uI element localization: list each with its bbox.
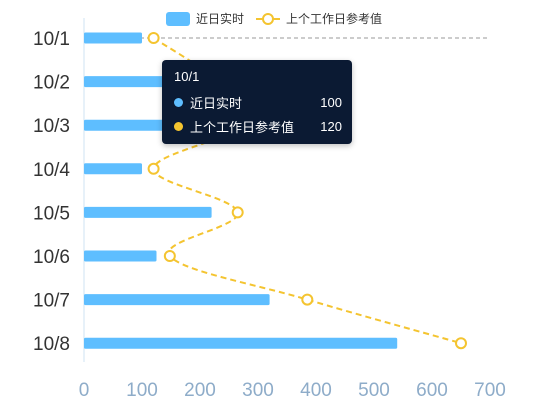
tooltip-value-realtime: 100	[320, 95, 342, 110]
y-tick-label: 10/5	[33, 203, 70, 224]
legend-item-reference[interactable]: 上个工作日参考值	[256, 10, 382, 27]
x-tick-label: 300	[242, 380, 274, 401]
reference-point	[147, 162, 160, 175]
x-tick-label: 600	[416, 380, 448, 401]
bar-realtime	[84, 250, 157, 262]
legend-label-realtime: 近日实时	[196, 12, 245, 26]
chart-tooltip: 10/1 近日实时 100 上个工作日参考值 120	[162, 60, 352, 144]
x-tick-label: 100	[126, 380, 158, 401]
reference-point	[301, 293, 314, 306]
legend-item-realtime[interactable]: 近日实时	[166, 10, 244, 27]
reference-point	[163, 250, 176, 262]
x-tick-label: 400	[300, 380, 332, 401]
chart-legend: 近日实时 上个工作日参考值	[166, 10, 394, 27]
tooltip-row-reference: 上个工作日参考值 120	[174, 117, 342, 136]
y-tick-label: 10/6	[33, 247, 70, 268]
tooltip-label-reference: 上个工作日参考值	[190, 120, 295, 135]
x-tick-label: 0	[79, 380, 90, 401]
bar-realtime	[84, 163, 142, 175]
y-tick-label: 10/4	[33, 160, 70, 181]
tooltip-dot-realtime	[174, 98, 183, 107]
bar-realtime	[84, 337, 398, 349]
y-tick-label: 10/8	[33, 334, 70, 355]
tooltip-dot-reference	[174, 122, 183, 131]
bar-realtime	[84, 32, 142, 44]
reference-point	[231, 206, 244, 219]
bar-realtime	[84, 206, 212, 218]
y-tick-label: 10/1	[33, 29, 70, 50]
bar-realtime	[84, 119, 171, 131]
y-tick-label: 10/7	[33, 291, 70, 312]
reference-point	[455, 337, 467, 350]
legend-bar-swatch	[166, 11, 190, 26]
y-tick-label: 10/2	[33, 73, 70, 94]
tooltip-value-reference: 120	[320, 119, 342, 134]
y-tick-label: 10/3	[33, 116, 70, 137]
bar-realtime	[84, 294, 270, 306]
x-tick-label: 500	[358, 380, 390, 401]
x-tick-label: 200	[184, 380, 216, 401]
legend-line-swatch	[256, 12, 281, 26]
tooltip-row-realtime: 近日实时 100	[174, 93, 342, 112]
tooltip-label-realtime: 近日实时	[190, 96, 243, 111]
x-tick-label: 700	[474, 380, 506, 401]
tooltip-title: 10/1	[174, 69, 200, 84]
reference-point	[147, 32, 160, 44]
legend-label-reference: 上个工作日参考值	[286, 12, 383, 26]
bar-realtime	[84, 76, 169, 88]
